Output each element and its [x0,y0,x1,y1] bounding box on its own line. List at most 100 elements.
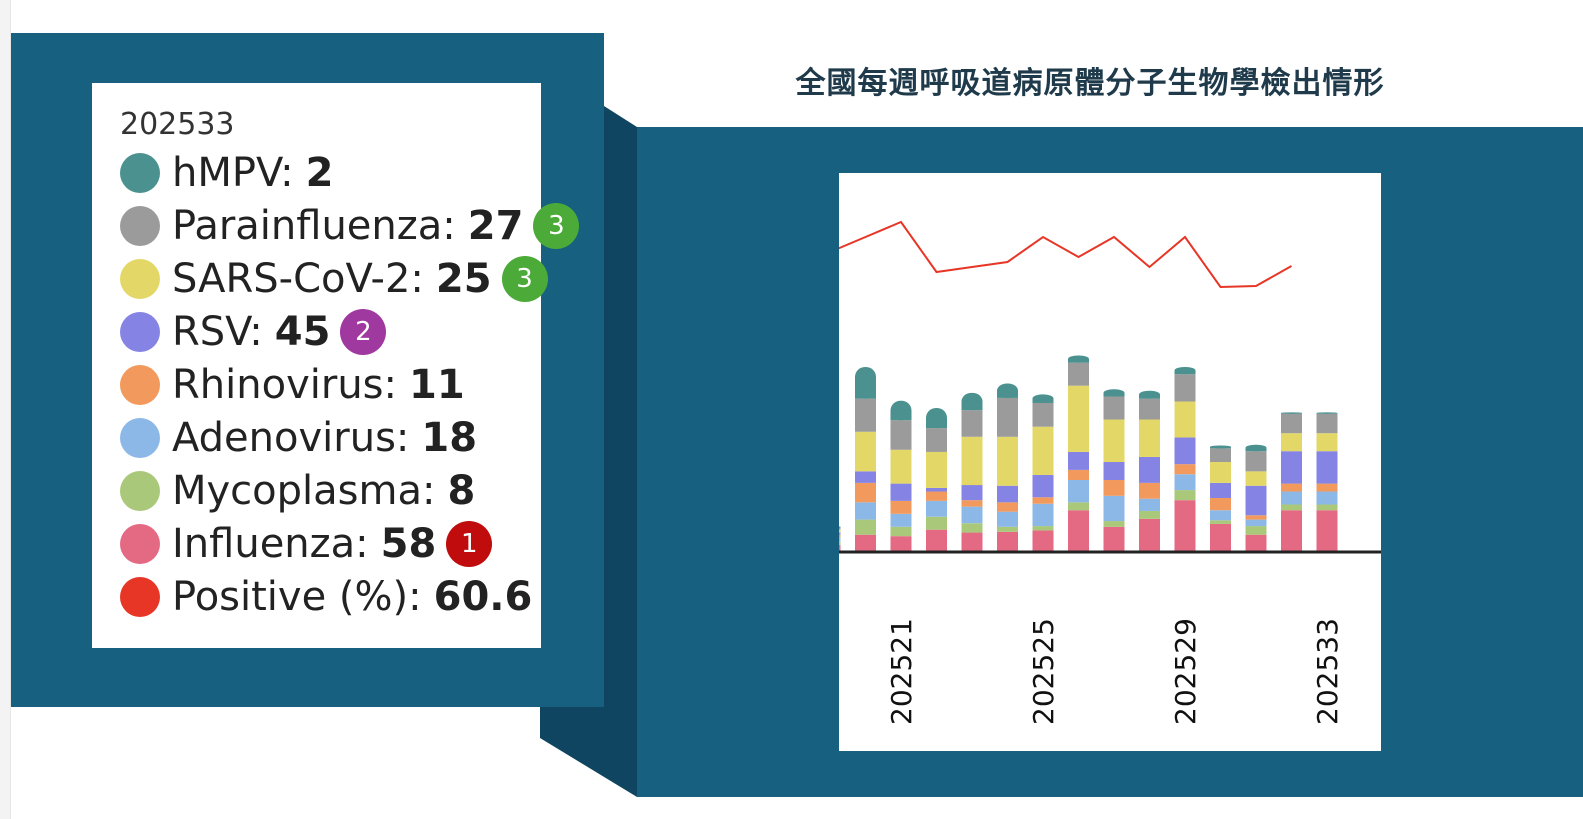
bar-segment [961,401,983,411]
legend-dot [120,365,160,405]
bar-segment [926,428,947,452]
legend-dot [120,312,160,352]
tooltip-row: RSV: 45 2 [120,309,387,355]
bar-segment [855,398,876,432]
bar-segment [839,544,841,552]
window-edge [0,0,11,819]
bar-segment [1032,426,1054,475]
bar-segment [961,500,983,507]
chart-card[interactable]: 202521 202525 202529 202533 [839,173,1381,751]
bar-segment [1281,491,1302,505]
bar-segment [997,526,1018,532]
bar-segment [1281,413,1302,434]
tooltip-label: Adenovirus: [172,415,410,461]
bar-segment [961,485,983,501]
tooltip-week: 202533 [120,107,235,142]
bar-segment [1210,523,1231,552]
bar-segment [890,483,912,501]
bar-segment [1139,398,1160,420]
bar-segment [839,532,841,535]
bar-segment [1139,482,1160,499]
bar-segment [926,451,947,488]
x-tick-label: 202525 [1027,618,1060,725]
tooltip-row: Positive (%): 60.6 [120,574,532,620]
bar-segment [1032,402,1054,427]
legend-dot [120,418,160,458]
tooltip-label: Positive (%): [172,574,422,620]
tooltip-row: Parainfluenza: 27 3 [120,203,580,249]
bar-segment [1032,497,1054,504]
tooltip-value: 58 [380,521,437,567]
bar-segment [839,537,841,542]
bar-segment [855,471,876,483]
bar-segment [890,536,912,552]
bar-segment [1210,520,1231,524]
bar-segment [1174,437,1196,465]
tooltip-row: hMPV: 2 [120,150,334,196]
bar-segment [1316,433,1338,452]
bar-segment [997,390,1018,398]
tooltip-value: 18 [421,415,478,461]
bar-segment [890,410,912,421]
legend-dot [120,524,160,564]
bar-segment [1139,456,1160,483]
bar-segment [1032,526,1054,531]
bar-segment [1245,515,1267,520]
bar-segment [890,513,912,527]
bar-segment [1068,502,1089,511]
bar-segment [839,541,841,545]
bar-segment [1210,510,1231,521]
bar-segment [926,487,947,492]
tooltip-row: Mycoplasma: 8 [120,468,475,514]
bar-segment [1210,462,1231,483]
bar-segment [1103,495,1125,522]
bar-segment [1281,413,1302,414]
bar-segment [1316,413,1338,414]
bar-segment [1103,480,1125,496]
bar-segment [839,534,841,538]
tooltip-label: hMPV: [172,150,294,196]
bar-segment [1316,510,1338,552]
bar-segment [1174,374,1196,402]
bar-segment [1174,370,1196,375]
legend-dot [120,206,160,246]
bar-segment [839,526,841,528]
bar-segment [926,529,947,552]
bar-segment [1032,474,1054,498]
bar-segment [1032,398,1054,403]
bar-segment [997,531,1018,552]
bar-segment [961,506,983,524]
bar-segment [1210,482,1231,498]
bar-segment [1032,503,1054,527]
tooltip-value: 2 [305,150,334,196]
bar-segment [1281,510,1302,552]
bar-segment [926,500,947,517]
bar-segment [1281,451,1302,484]
stacked-bar-chart[interactable]: 202521 202525 202529 202533 [839,173,1381,751]
bar-segment [1316,504,1338,511]
bar-segment [1174,490,1196,501]
bar-segment [1281,483,1302,492]
bar-segment [1068,359,1089,363]
legend-dot [120,471,160,511]
bar-segment [961,532,983,552]
bar-segment [1316,451,1338,484]
tooltip-label: RSV: [172,309,263,355]
bar-segment [1068,385,1089,452]
bar-segment [839,527,841,530]
bar-segment [997,436,1018,486]
tooltip-row: Adenovirus: 18 [120,415,478,461]
bar-segment [1174,500,1196,552]
bar-segment [1103,419,1125,462]
bar-segment [1103,462,1125,480]
bar-segment [1139,419,1160,457]
rank-badge: 3 [533,203,580,249]
bar-segment [961,523,983,533]
bar-segment [1032,530,1054,552]
tooltip-label: SARS-CoV-2: [172,256,424,302]
chart-title: 全國每週呼吸道病原體分子生物學檢出情形 [795,66,1385,101]
rank-badge: 3 [501,256,548,302]
bar-segment [926,491,947,501]
bar-segment [1245,534,1267,552]
